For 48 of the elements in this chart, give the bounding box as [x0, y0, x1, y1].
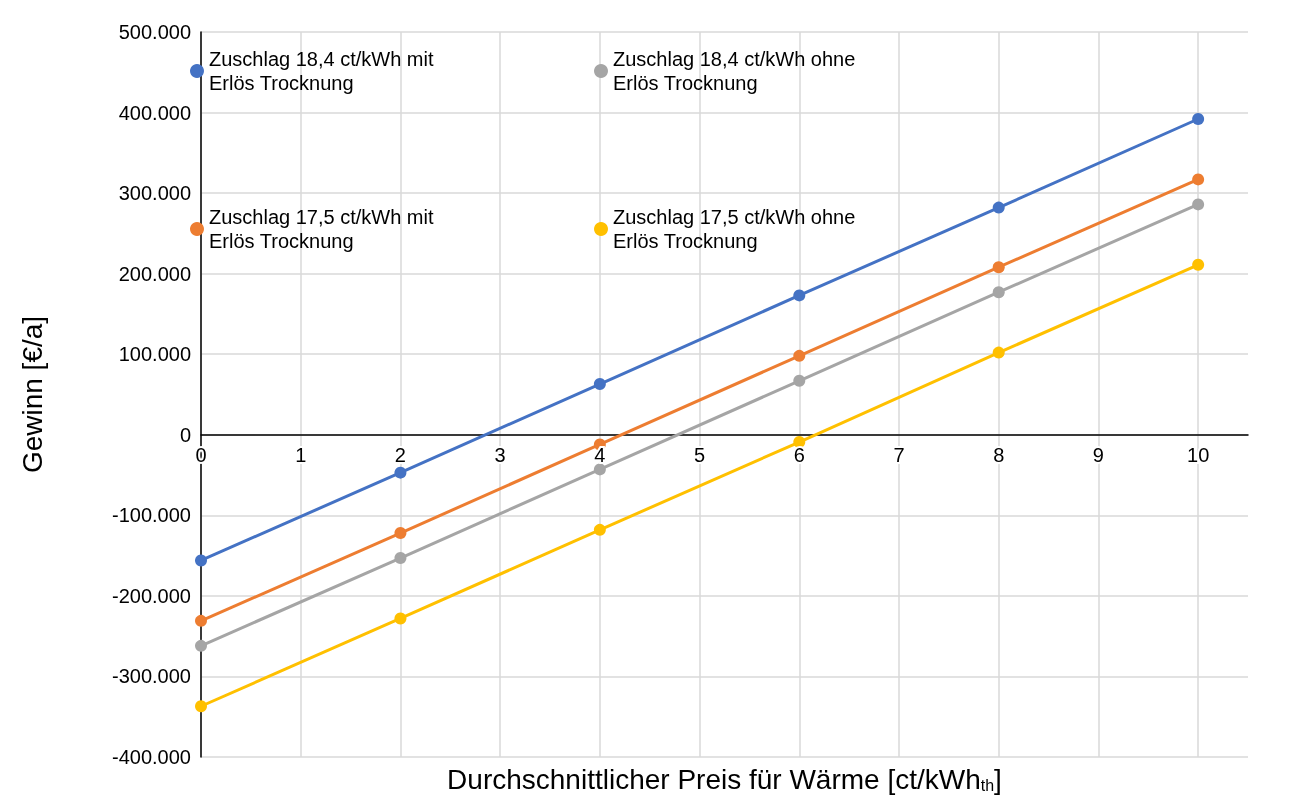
point — [1192, 173, 1205, 186]
legend-label: Zuschlag 17,5 ct/kWh ohne Erlös Trocknung — [613, 206, 861, 252]
point — [394, 466, 407, 479]
point — [793, 374, 806, 387]
point — [195, 639, 207, 652]
point — [394, 612, 407, 625]
y-tick-label: 0 — [179, 423, 191, 446]
point — [793, 289, 806, 302]
x-tick-label: 4 — [594, 443, 606, 466]
point — [1192, 113, 1205, 125]
point — [394, 552, 407, 565]
x-tick-label: 3 — [494, 443, 506, 466]
x-tick-label: 5 — [694, 443, 706, 466]
x-axis-title: Durchschnittlicher Preis für Wärme [ct/kWhth] — [447, 763, 1002, 795]
x-tick-label: 8 — [993, 443, 1005, 466]
y-tick-label: 200.000 — [118, 262, 191, 285]
point — [195, 614, 207, 627]
point — [394, 527, 407, 540]
y-tick-label: -300.000 — [112, 665, 191, 688]
legend-label: Zuschlag 18,4 ct/kWh ohne Erlös Trocknung — [613, 48, 861, 94]
y-tick-label: 500.000 — [118, 21, 191, 43]
legend-label: Zuschlag 17,5 ct/kWh mit Erlös Trocknung — [209, 206, 440, 252]
point — [1192, 258, 1205, 271]
point — [992, 201, 1005, 214]
y-tick-label: 100.000 — [118, 343, 191, 366]
y-tick-label: -400.000 — [112, 746, 191, 768]
point — [195, 554, 207, 567]
y-tick-label: -100.000 — [112, 504, 191, 527]
point — [992, 346, 1005, 359]
point — [793, 349, 806, 362]
y-tick-label: -200.000 — [112, 584, 191, 607]
x-tick-label: 2 — [394, 443, 406, 466]
point — [1192, 198, 1205, 211]
y-tick-label: 300.000 — [118, 182, 191, 205]
point — [593, 523, 606, 536]
point — [992, 286, 1005, 299]
point — [593, 378, 606, 391]
point — [992, 261, 1005, 274]
y-axis-title: Gewinn [€/a] — [16, 315, 48, 474]
x-tick-label: 9 — [1092, 443, 1104, 466]
x-tick-label: 7 — [893, 443, 905, 466]
x-tick-label: 1 — [295, 443, 307, 466]
point — [195, 700, 207, 713]
legend-label: Zuschlag 18,4 ct/kWh mit Erlös Trocknung — [209, 48, 440, 94]
x-tick-label: 10 — [1187, 443, 1210, 466]
point — [593, 463, 606, 476]
x-tick-label: 6 — [793, 443, 805, 466]
y-tick-label: 400.000 — [118, 101, 191, 124]
